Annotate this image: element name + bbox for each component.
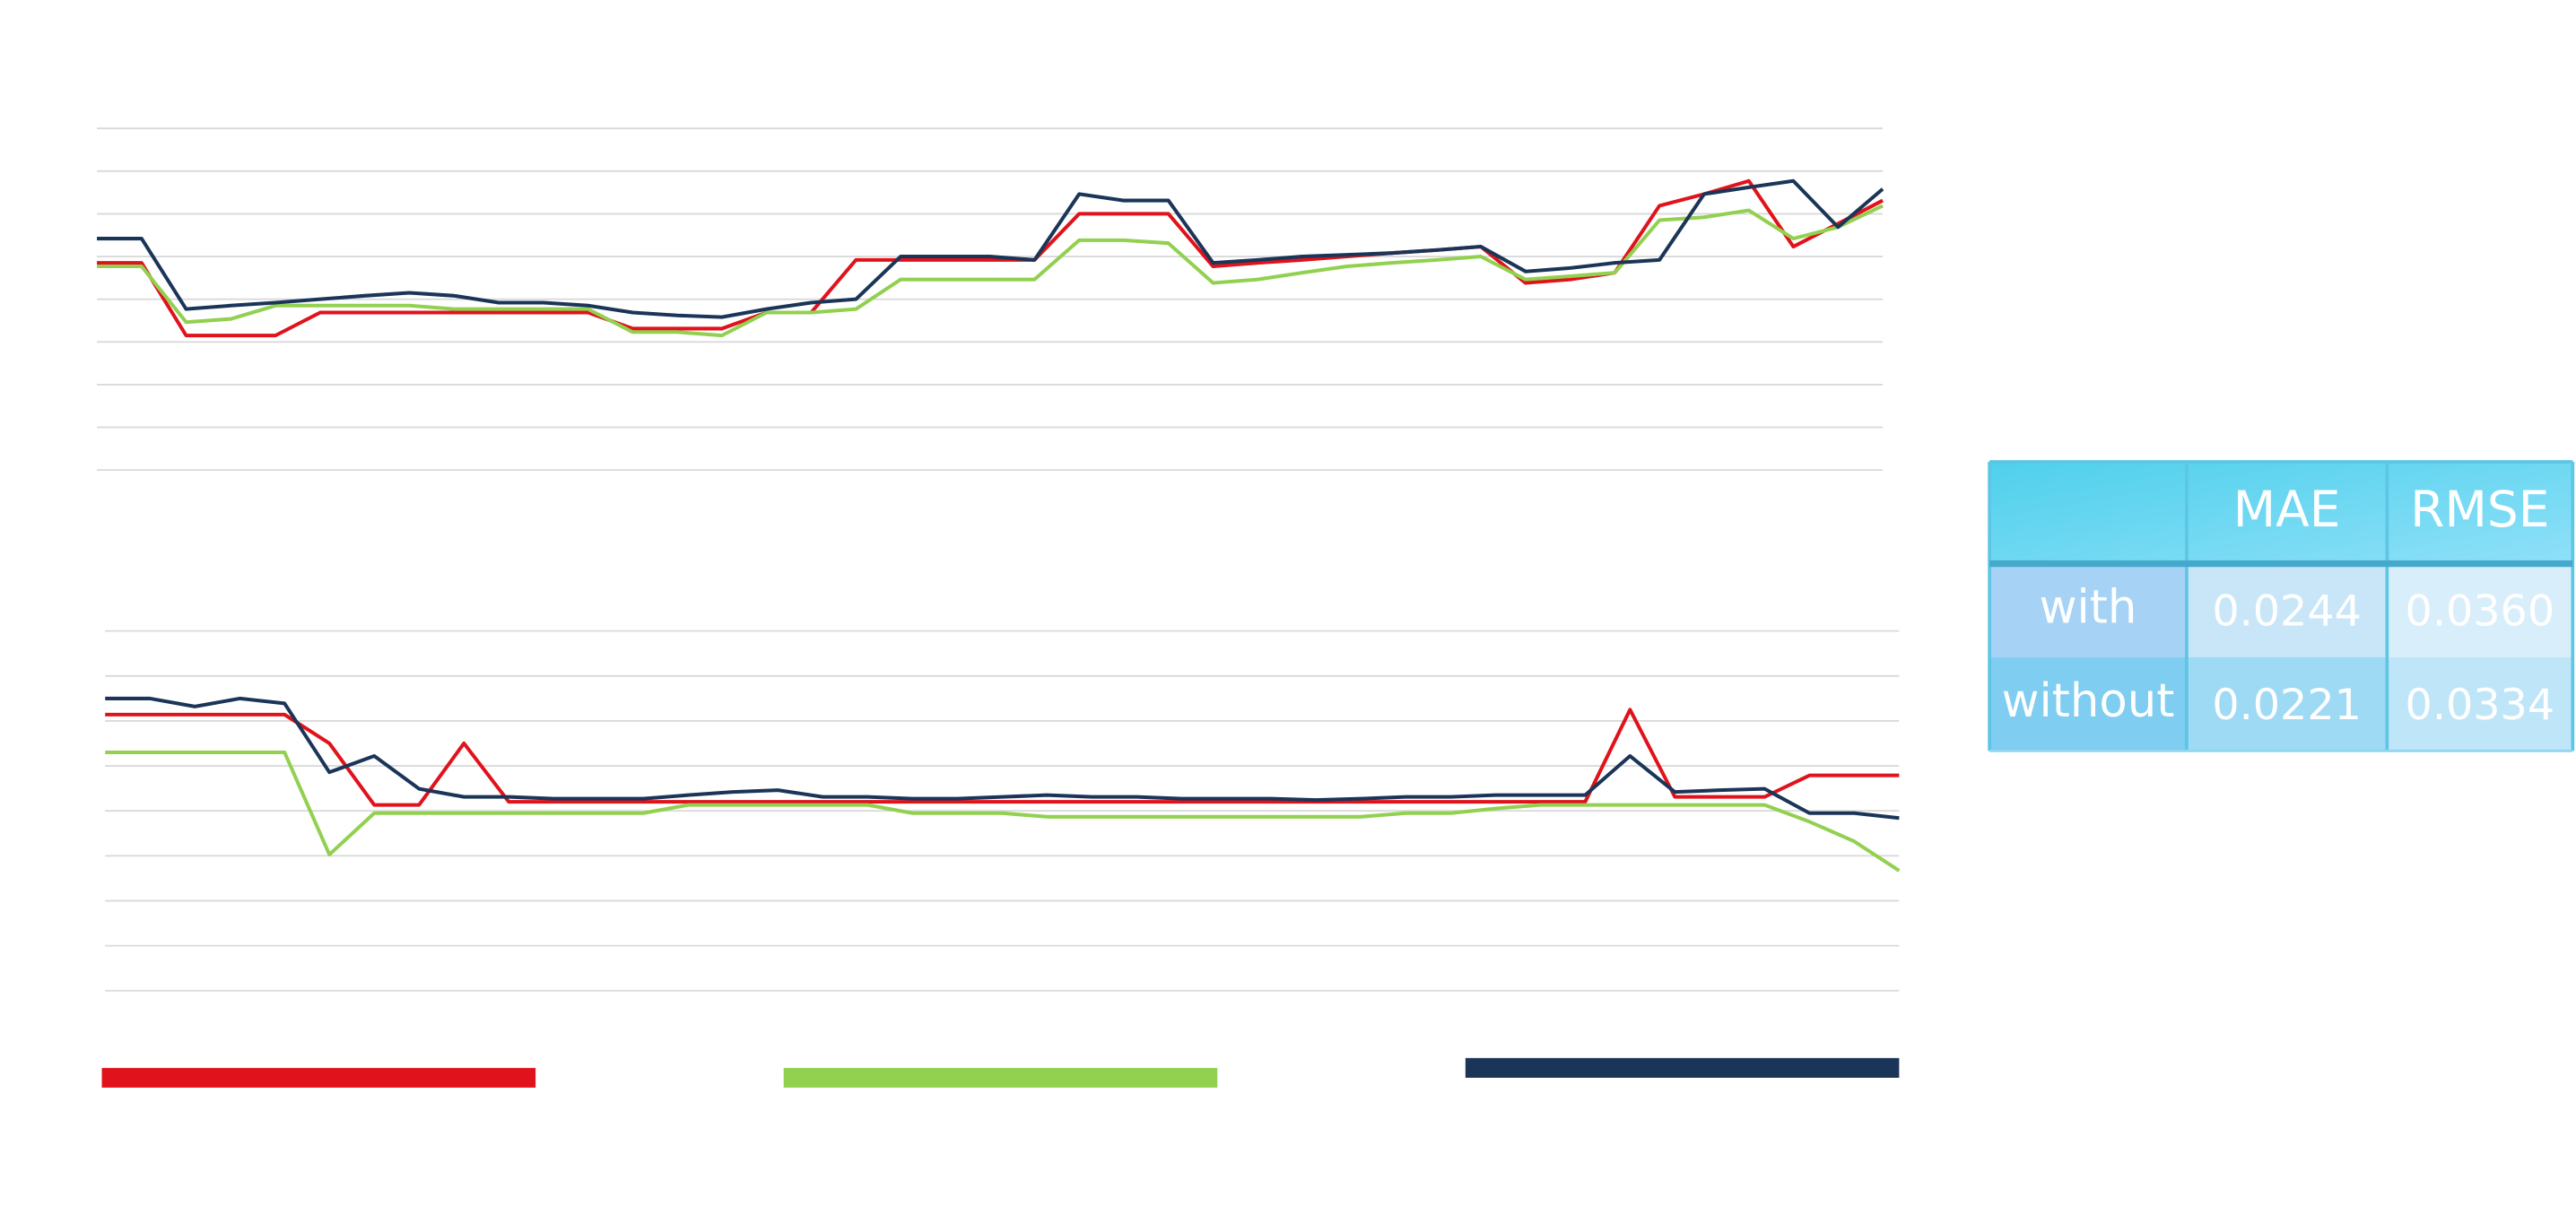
table-cell [2186,656,2388,751]
table-value: 0.0334 [2406,681,2555,730]
table-cell [2387,656,2573,751]
series-line [105,696,1900,821]
series-line [97,178,1884,338]
series-line [97,204,1884,338]
row-label: without [2002,674,2175,728]
series-line [105,708,1900,807]
table-value: 0.0221 [2212,681,2362,730]
table-cell [2387,563,2573,657]
metrics-table: MAE RMSE with 0.0244 0.0360 without 0.0221 0.03… [1988,460,2575,752]
legend-swatch [101,1067,536,1088]
table-cell [2186,563,2388,657]
table-header-bg [1989,461,2573,564]
table-value: 0.0360 [2406,586,2555,636]
legend-swatch [783,1067,1218,1088]
legend-swatch [1465,1057,1900,1078]
table-value: 0.0244 [2212,586,2362,636]
series-line [105,750,1901,873]
column-header: RMSE [2410,481,2549,538]
series-line [97,178,1884,319]
table-cell [1989,563,2187,657]
column-header: MAE [2233,481,2341,538]
table-cell [1989,656,2187,751]
row-label: with [2040,581,2137,635]
